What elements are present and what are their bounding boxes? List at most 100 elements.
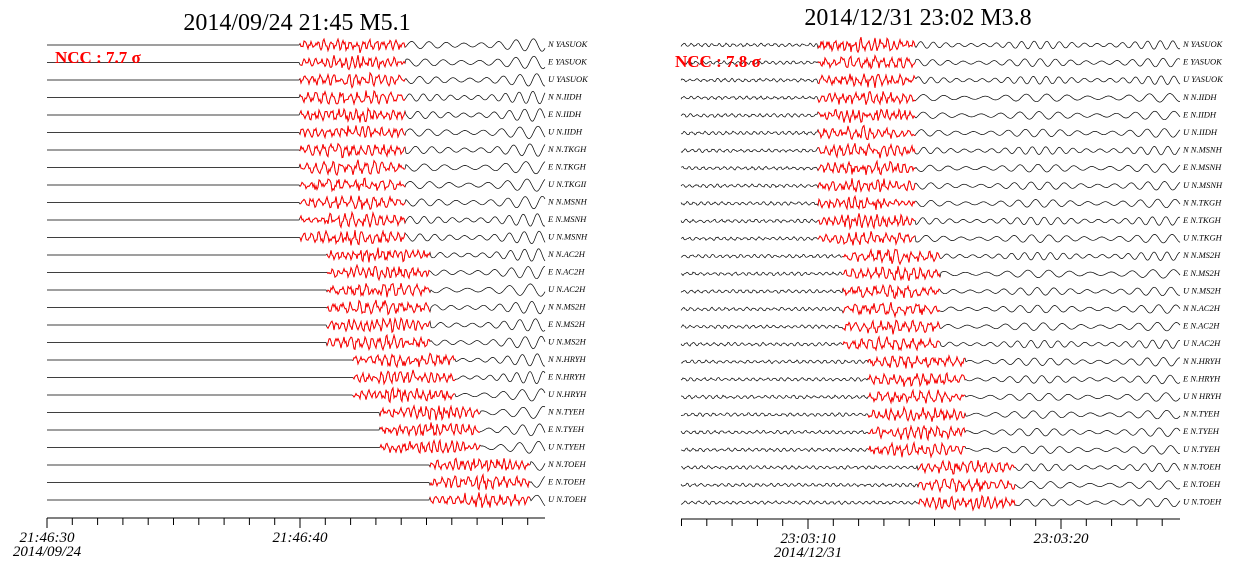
ncc-window (429, 492, 531, 508)
ncc-window (867, 388, 965, 405)
ncc-window (867, 405, 966, 422)
ncc-window (299, 210, 406, 229)
waveform (680, 494, 1181, 512)
channel-label: N N.HRYH (1182, 356, 1221, 366)
channel-label: E YASUOK (1182, 57, 1223, 67)
ncc-window (299, 89, 406, 106)
waveform (680, 302, 1181, 318)
channel-label: E N.TOEH (1182, 479, 1221, 489)
waveform (680, 73, 1181, 88)
waveform (47, 37, 546, 53)
waveform (680, 178, 1181, 193)
ncc-window (326, 282, 431, 298)
channel-label: U N.AC2H (1183, 338, 1221, 348)
channel-label: E N.MSNH (1182, 162, 1222, 172)
channel-label: U N.TKGH (1183, 233, 1223, 243)
ncc-window (817, 72, 916, 88)
waveform (47, 299, 546, 316)
ncc-window (299, 177, 406, 193)
channel-label: U N.HRYH (548, 389, 587, 399)
waveform (680, 160, 1181, 176)
channel-label: N N.TKGH (547, 144, 587, 154)
channel-label: U N.IIDH (1183, 127, 1218, 137)
time-tick-label: 21:46:40 (273, 530, 328, 546)
ncc-window (842, 302, 941, 319)
channel-label: E N.AC2H (547, 266, 585, 276)
channel-label: E N.IIDH (547, 109, 582, 119)
date-label: 2014/12/31 (774, 545, 842, 561)
ncc-window (817, 36, 916, 54)
channel-label: U N.IIDH (548, 126, 583, 136)
ncc-window (299, 37, 406, 54)
ncc-window (817, 178, 916, 193)
ncc-label: NCC : 7.8 σ (675, 52, 761, 71)
waveform (680, 124, 1181, 140)
channel-label: E N.TKGH (1182, 215, 1222, 225)
time-tick-label: 21:46:30 (20, 530, 75, 546)
channel-label: U N.MSNH (1183, 180, 1223, 190)
ncc-window (352, 369, 456, 386)
channel-label: E N.TOEH (547, 476, 586, 486)
ncc-window (299, 55, 406, 71)
ncc-window (429, 457, 531, 473)
waveform (47, 159, 546, 176)
ncc-window (842, 248, 941, 266)
channel-label: N N.IIDH (547, 91, 582, 101)
ncc-window (817, 54, 916, 70)
ncc-window (817, 108, 916, 124)
ncc-window (299, 106, 406, 123)
channel-label: N YASUOK (547, 39, 589, 49)
channel-label: E N.MS2H (547, 319, 586, 329)
waveform (47, 211, 546, 229)
ncc-window (299, 125, 406, 140)
channel-label: E N.MS2H (1182, 268, 1221, 278)
panel-title: 2014/12/31 23:02 M3.8 (804, 5, 1031, 31)
waveform (47, 492, 546, 508)
waveform (47, 177, 546, 192)
channel-label: E N.IIDH (1182, 109, 1217, 119)
ncc-window (842, 319, 941, 335)
time-tick-label: 23:03:20 (1034, 531, 1089, 547)
ncc-window (379, 422, 481, 438)
ncc-window (817, 142, 916, 159)
channel-label: U N.TKGII (548, 179, 587, 189)
ncc-window (299, 159, 406, 177)
waveform (680, 195, 1181, 210)
channel-label: U YASUOK (548, 74, 589, 84)
channel-label: E N.TYEH (547, 424, 585, 434)
channel-label: N N.TYEH (547, 406, 585, 416)
channel-label: N N.AC2H (547, 249, 586, 259)
waveform (47, 229, 546, 246)
channel-label: E N.AC2H (1182, 321, 1220, 331)
channel-label: N N.TKGH (1182, 197, 1222, 207)
ncc-window (352, 386, 456, 404)
waveform (47, 71, 546, 89)
channel-label: U N HRYH (1183, 391, 1222, 401)
channel-label: U N.TYEH (1183, 444, 1221, 454)
time-tick-label: 23:03:10 (781, 531, 836, 547)
ncc-window (379, 404, 481, 422)
ncc-window (817, 90, 916, 106)
ncc-window (842, 265, 941, 282)
waveform (47, 142, 546, 159)
ncc-window (917, 459, 1016, 475)
channel-label: N N.HRYH (547, 354, 586, 364)
waveform (680, 231, 1181, 246)
waveform (47, 90, 546, 106)
channel-label: E N.TKGH (547, 161, 587, 171)
waveform (47, 55, 546, 71)
waveform (680, 459, 1181, 475)
ncc-window (817, 231, 916, 246)
channel-label: E N.HRYH (1182, 373, 1221, 383)
waveform (47, 369, 546, 385)
channel-label: N N.TYEH (1182, 409, 1220, 419)
channel-label: N N.MSNH (547, 196, 588, 206)
channel-label: N N.TOEH (1182, 461, 1221, 471)
ncc-window (867, 354, 966, 369)
waveform (47, 473, 546, 491)
channel-label: U N.TYEH (548, 441, 586, 451)
channel-label: N N.AC2H (1182, 303, 1221, 313)
waveform (47, 264, 546, 281)
ncc-window (299, 194, 406, 210)
